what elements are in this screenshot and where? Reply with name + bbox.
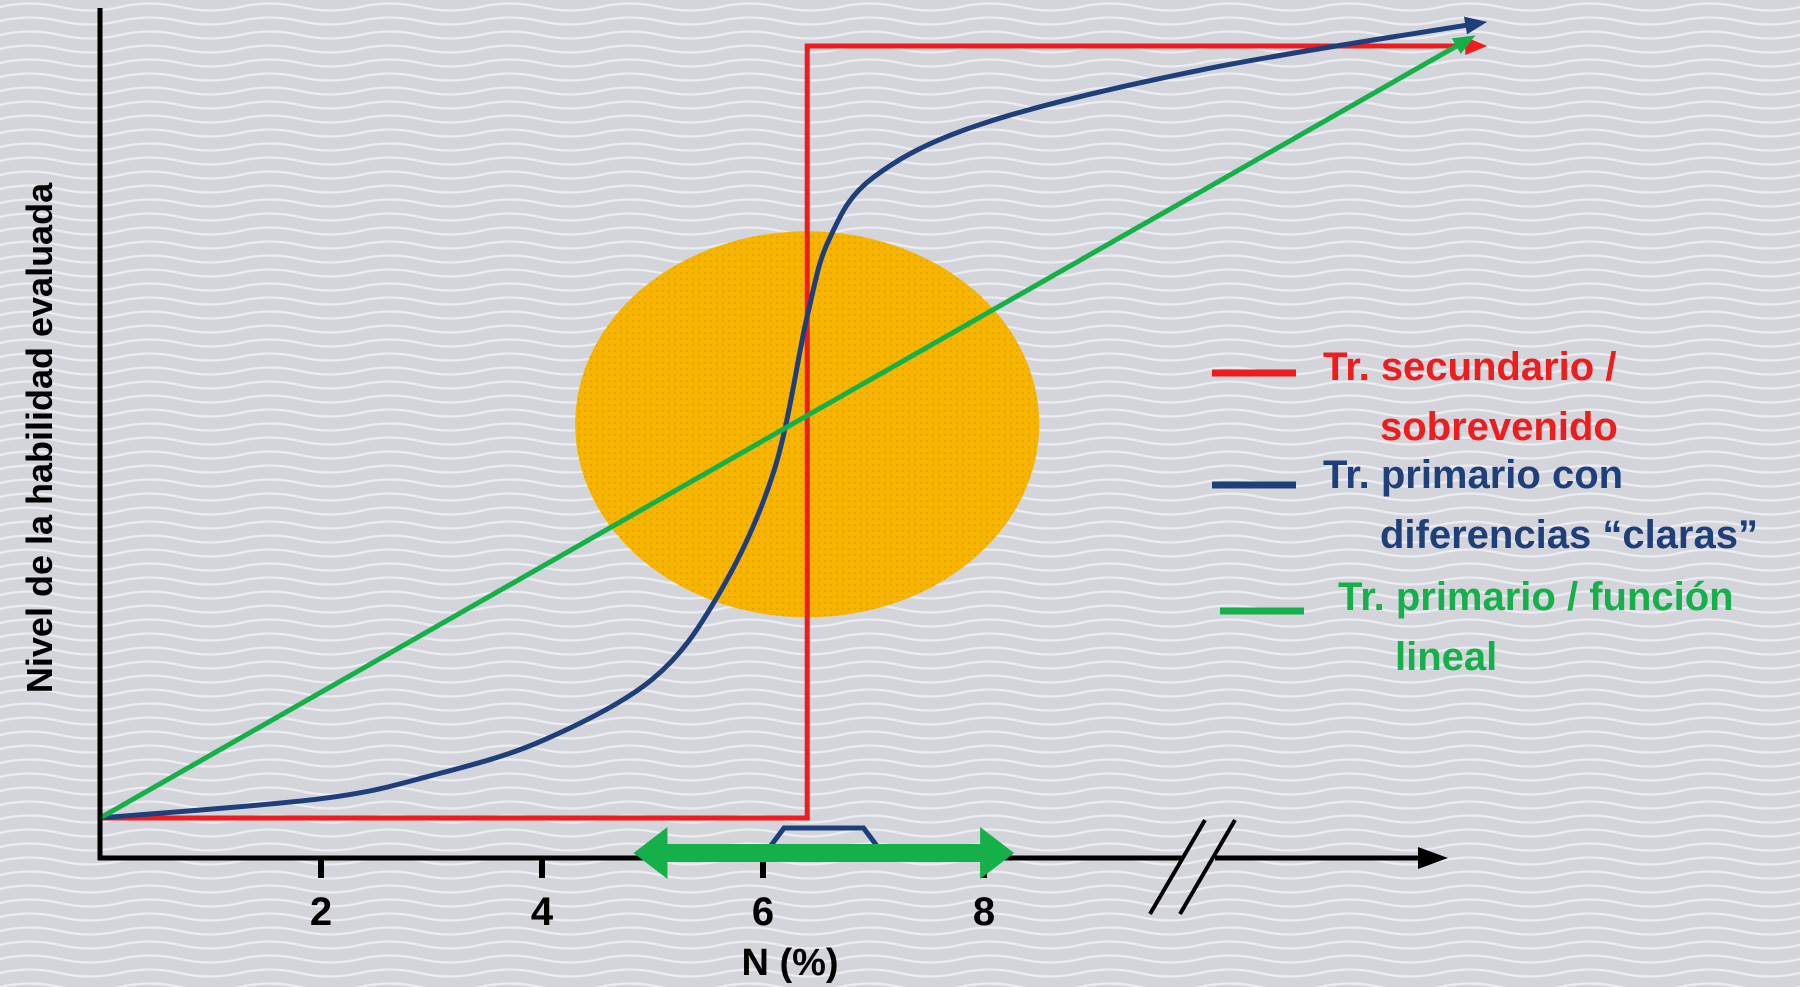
legend-label: lineal <box>1395 635 1497 679</box>
x-axis-arrowhead <box>1418 847 1448 869</box>
range-double-arrow <box>633 827 1015 879</box>
legend-label: Tr. secundario / <box>1323 345 1616 389</box>
legend-label: sobrevenido <box>1380 405 1618 449</box>
axis-break-mark <box>1148 818 1207 916</box>
x-tick-label: 6 <box>752 890 774 934</box>
series-line-primario-lineal-arrowhead <box>1451 35 1476 55</box>
legend-label: Tr. primario / función <box>1338 575 1734 619</box>
legend-item-secundario: Tr. secundario / sobrevenido <box>1212 345 1618 449</box>
series-line-primario-claras-arrowhead <box>1463 16 1488 35</box>
legend-item-primario-lineal: Tr. primario / función lineal <box>1220 575 1734 679</box>
x-tick-label: 8 <box>973 890 995 934</box>
series-line-primario-claras <box>99 20 1482 821</box>
range-bracket <box>764 825 884 854</box>
x-tick-label: 2 <box>310 890 332 934</box>
axis-break-mark <box>1178 818 1237 916</box>
series-line-primario-lineal <box>98 36 1472 821</box>
legend-item-primario-claras: Tr. primario con diferencias “claras” <box>1212 453 1758 557</box>
x-axis-label: N (%) <box>741 942 838 984</box>
series-line-secundario <box>100 43 1482 821</box>
y-axis-label: Nivel de la habilidad evaluada <box>19 182 60 693</box>
series-line-secundario-arrowhead <box>1465 37 1488 55</box>
legend-label: diferencias “claras” <box>1380 513 1758 557</box>
x-tick-label: 4 <box>531 890 554 934</box>
legend-label: Tr. primario con <box>1323 453 1623 497</box>
